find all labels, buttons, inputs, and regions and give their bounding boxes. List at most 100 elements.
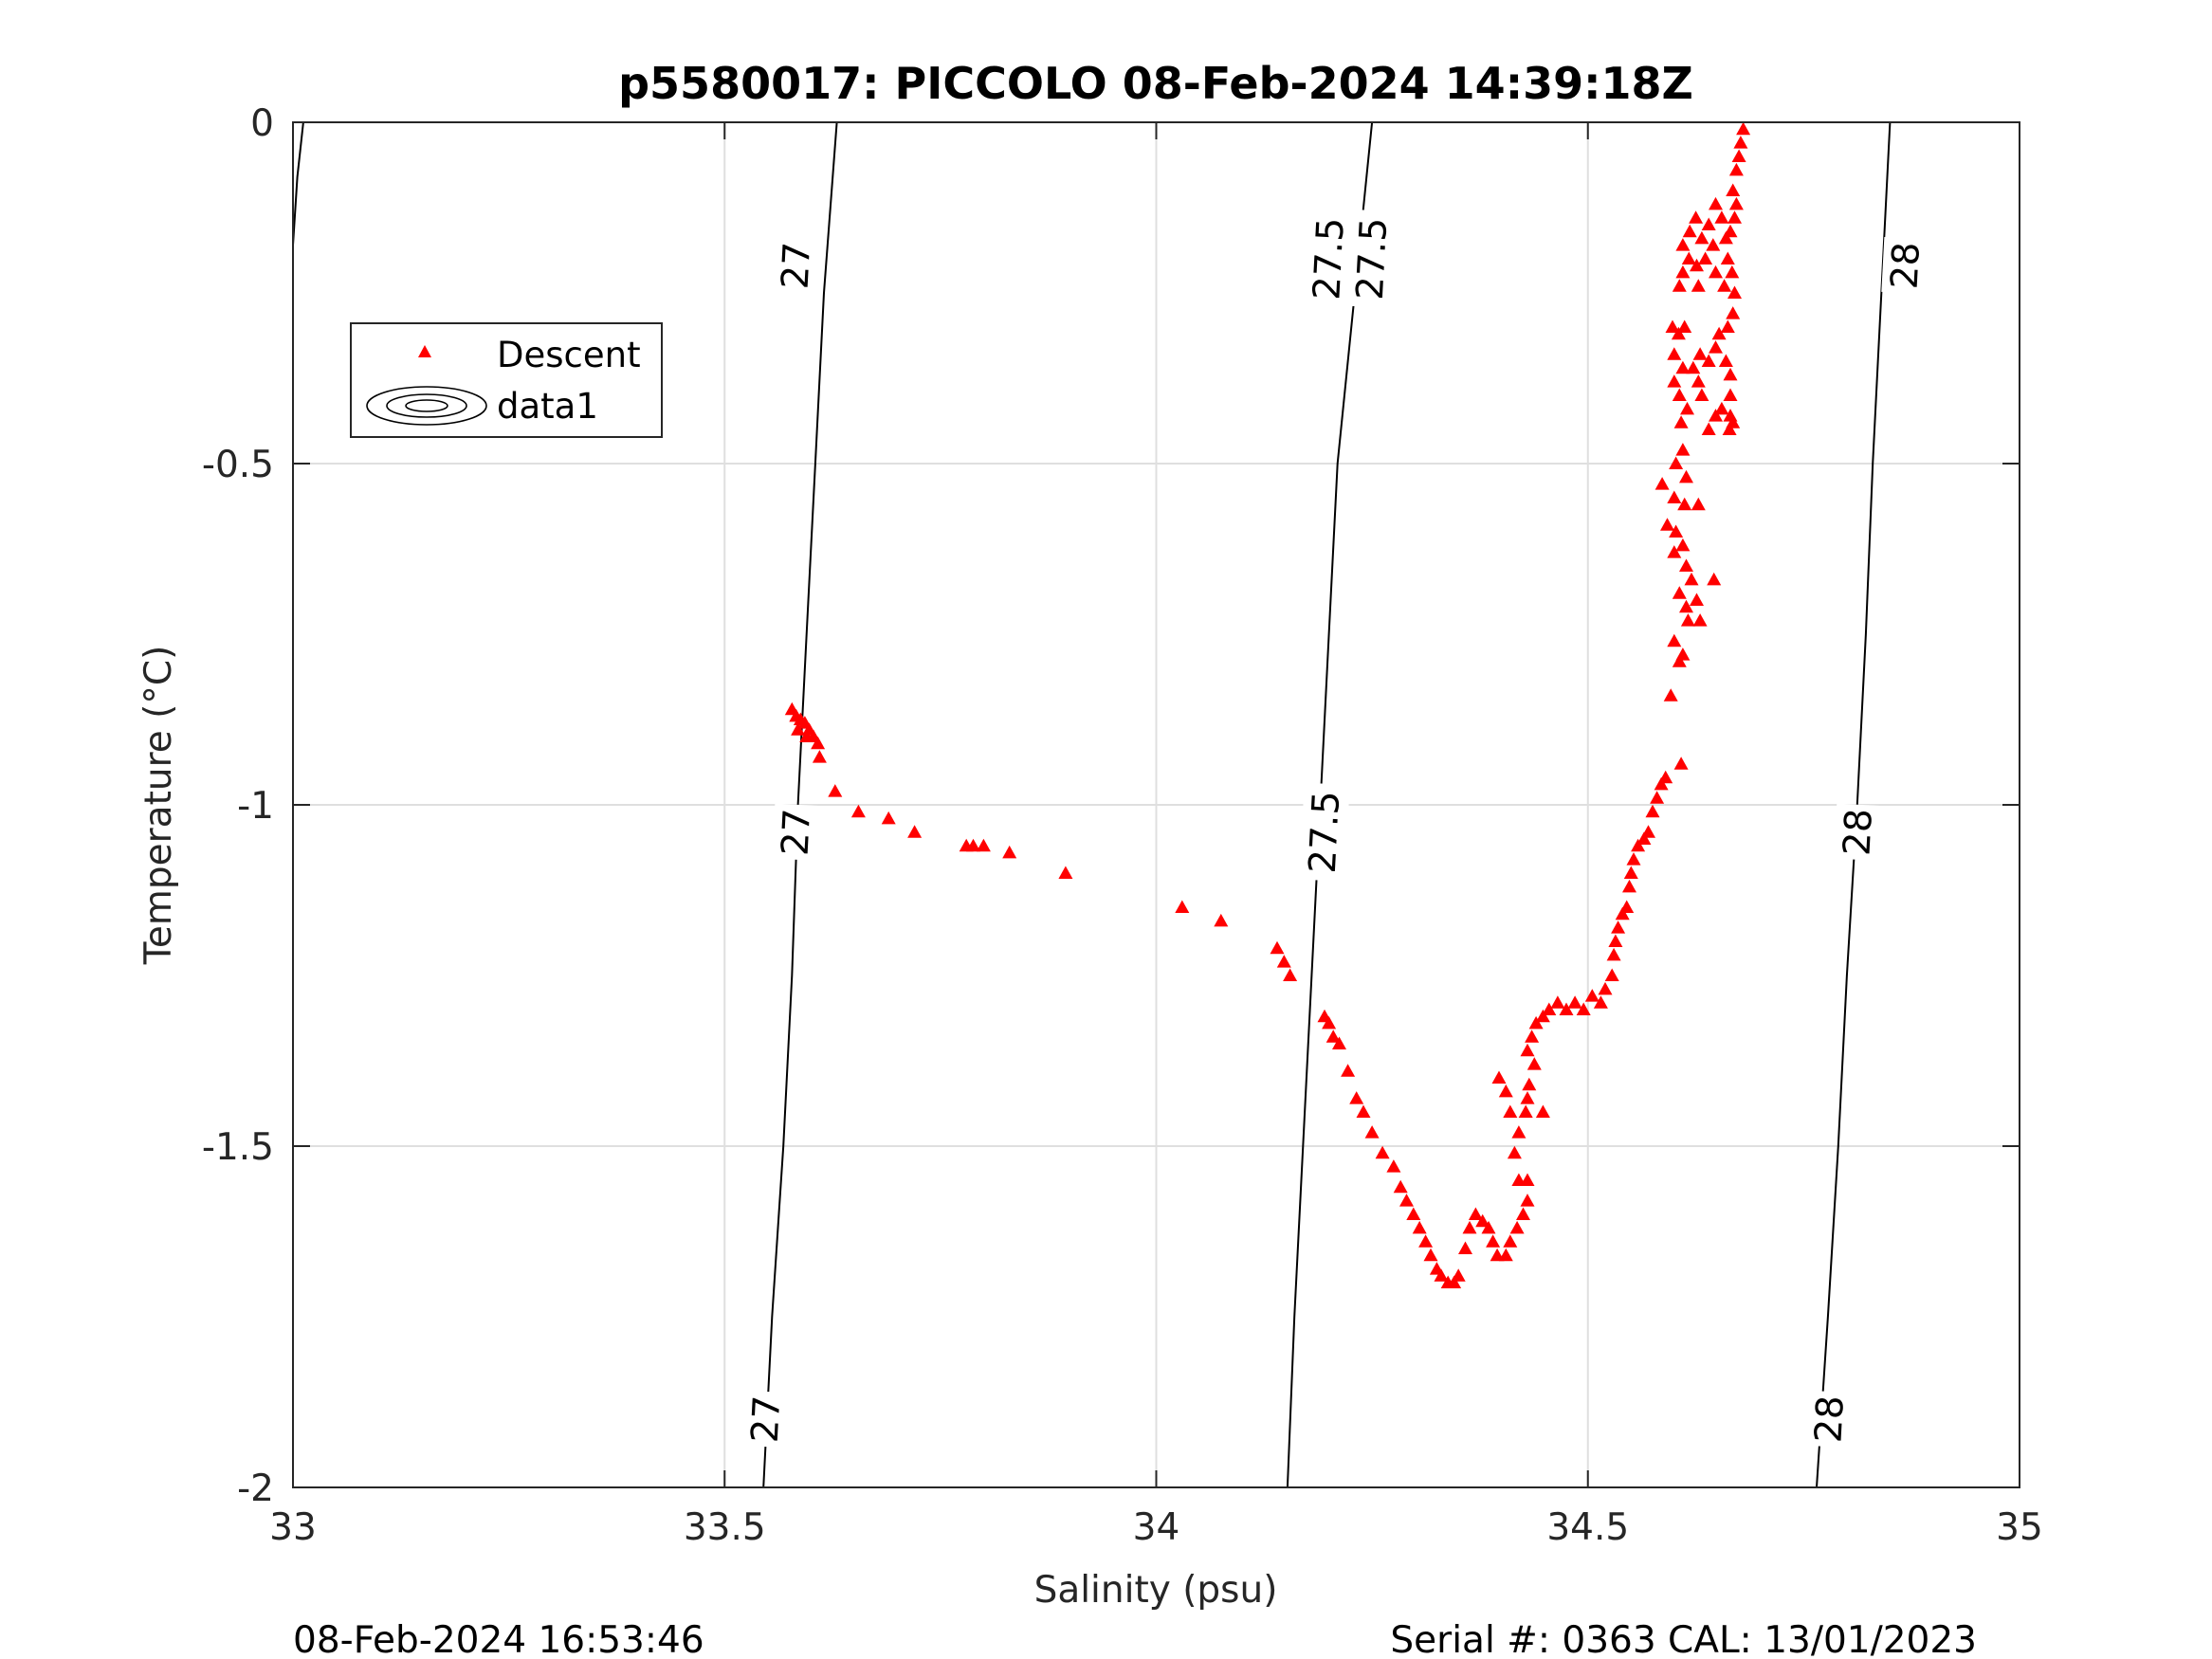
descent-point [1623,866,1638,879]
descent-point [1520,1194,1535,1207]
descent-point [1675,264,1691,279]
contour-label-bg [772,236,821,295]
descent-point [1356,1104,1371,1118]
contour-label-28: 28 [1805,1390,1855,1449]
descent-point [1718,230,1733,245]
descent-point [1283,968,1298,981]
descent-point [1680,401,1694,415]
descent-point [1611,921,1626,934]
descent-point [1509,1220,1525,1234]
descent-point [1726,306,1741,319]
descent-point [1667,374,1682,388]
descent-point [1709,340,1723,354]
descent-point [1726,183,1741,196]
descent-point [1606,947,1621,961]
contour-label-28: 28 [1881,236,1930,295]
descent-point [1393,1179,1408,1194]
descent-point [1707,572,1722,586]
descent-point [1701,217,1716,230]
x-axis-label: Salinity (psu) [1034,1569,1278,1612]
descent-point [1733,136,1748,149]
descent-point [1650,791,1665,804]
descent-point [1728,162,1744,176]
descent-point [1341,1064,1356,1077]
grid-lines [293,122,2020,1487]
descent-point [1681,251,1696,264]
descent-point [1675,360,1691,374]
descent-point [1728,210,1742,224]
descent-point [1690,258,1704,272]
descent-point [1622,879,1636,893]
descent-point [1669,456,1684,469]
descent-point [1468,1207,1483,1220]
descent-point [1672,586,1687,599]
descent-point [1349,1091,1364,1104]
red-triangle-icon [418,345,431,357]
descent-point [1440,1275,1455,1288]
descent-point [791,722,806,736]
descent-point [1677,319,1692,333]
descent-point [1667,490,1682,503]
descent-point [1576,1002,1591,1015]
descent-point [1418,1234,1434,1248]
descent-point [1736,121,1751,136]
descent-point [1412,1220,1427,1234]
contour-label-text: 28 [1884,241,1929,290]
descent-point [1429,1262,1444,1275]
footer-timestamp: 08-Feb-2024 16:53:46 [293,1619,704,1659]
legend[interactable]: Descent data1 [350,322,663,438]
descent-point [1559,1002,1574,1015]
descent-point [1692,613,1708,627]
contour-ellipses-icon [366,386,487,426]
descent-point [1535,1009,1550,1023]
descent-point [1701,354,1716,367]
descent-point [1528,1015,1544,1030]
descent-point [799,729,814,742]
legend-box [350,322,663,438]
descent-point [1694,230,1709,245]
x-tick-label: 35 [1996,1506,2043,1549]
descent-point [1717,279,1732,292]
descent-point [1667,633,1682,647]
descent-point [1593,995,1608,1009]
descent-point [1584,989,1600,1002]
descent-point [1535,1104,1550,1118]
descent-point [1364,1125,1380,1139]
x-tick-label: 34 [1133,1506,1180,1549]
descent-point [1598,981,1613,995]
descent-point [1406,1207,1421,1220]
descent-point [1672,388,1687,401]
descent-point [1672,654,1687,667]
descent-point [828,784,843,797]
descent-point [1475,1213,1490,1228]
descent-point [1503,1104,1518,1118]
y-axis-label: Temperature (°C) [137,646,180,966]
descent-point [1722,422,1737,435]
descent-point [1520,1091,1535,1104]
descent-point [1711,326,1727,340]
contour-label-bg [1303,209,1355,309]
descent-point [1691,497,1706,511]
legend-label-data1: data1 [497,386,598,427]
contour-label-bg [1346,209,1398,309]
descent-point [1626,852,1641,866]
descent-point [1550,995,1565,1009]
descent-point [812,750,827,763]
descent-point [1694,388,1709,401]
descent-point [1386,1159,1401,1173]
descent-point [1679,599,1693,613]
contour-label-27: 27 [772,236,821,295]
contour-label-text: 27 [775,241,820,290]
descent-point [1692,347,1708,360]
descent-point [1691,279,1706,292]
y-tick-label: -1 [237,785,274,828]
descent-point [1522,1077,1537,1091]
descent-point [1728,285,1742,299]
descent-point [1486,1234,1501,1248]
descent-point [1525,1030,1540,1043]
descent-point [1723,388,1738,401]
descent-point [1669,524,1684,538]
descent-point [1680,613,1695,627]
descent-point [1667,347,1682,360]
descent-point [1673,415,1689,428]
